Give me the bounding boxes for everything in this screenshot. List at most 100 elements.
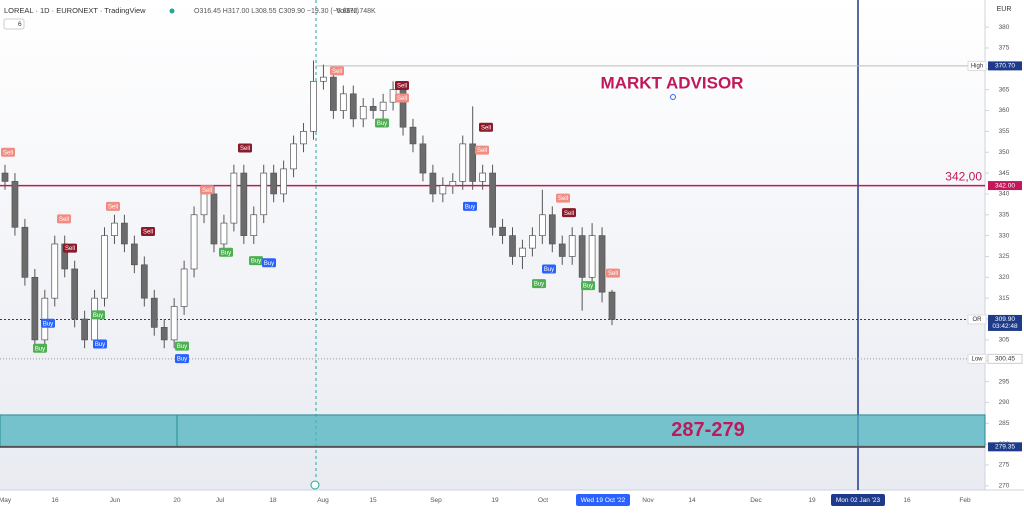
signal-badge	[1, 147, 15, 157]
candle-body	[160, 327, 168, 341]
candle-body	[578, 235, 586, 278]
signal-badge	[41, 318, 55, 328]
ohlc: O316.45 H317.00 L308.55 C309.90 −19.30 (…	[194, 8, 359, 15]
event-marker[interactable]	[310, 480, 320, 490]
candle-body	[101, 235, 108, 299]
price-label: 300.45	[995, 356, 1015, 363]
candle-body	[280, 168, 287, 195]
candle-body	[568, 235, 576, 257]
signal-badge	[479, 122, 493, 132]
signal-label: Buy	[583, 284, 593, 290]
candle-body	[538, 214, 546, 236]
signal-badge	[175, 354, 189, 364]
candle-body	[489, 172, 496, 228]
signal-label: Buy	[251, 259, 261, 265]
price-tag-box	[967, 314, 987, 325]
price-tag: High	[971, 63, 983, 69]
signal-label: Sell	[143, 230, 153, 236]
signal-badge	[219, 247, 233, 257]
candle-body	[558, 243, 566, 257]
x-tick-label: May	[0, 497, 12, 504]
candle-body	[140, 264, 148, 299]
price-label-box	[987, 353, 1023, 364]
signal-badge	[33, 343, 47, 353]
candle-body	[170, 306, 178, 341]
signal-label: Sell	[558, 196, 568, 202]
y-tick-label: 380	[999, 24, 1010, 31]
signal-label: Sell	[481, 125, 491, 131]
candle-body	[499, 226, 506, 236]
zone-label: 287-279	[671, 419, 744, 441]
x-tick-label: 14	[688, 497, 696, 504]
price-label-box	[988, 314, 1022, 331]
price-label-box	[988, 442, 1022, 452]
candle-body	[300, 131, 307, 145]
signal-label: Buy	[177, 357, 187, 363]
x-tick-label: Jul	[216, 497, 225, 504]
signal-label: Buy	[544, 267, 554, 273]
signal-badge	[581, 281, 595, 291]
signal-badge	[57, 214, 71, 224]
symbol: LOREAL · 1D · EURONEXT · TradingView	[4, 6, 146, 15]
candle-body	[330, 76, 337, 111]
candle-body	[220, 222, 228, 245]
signal-label: Buy	[95, 342, 105, 348]
signal-label: Buy	[264, 261, 274, 267]
x-tick-highlight	[831, 494, 885, 506]
signal-badge	[395, 93, 409, 103]
x-tick-label: Wed 19 Oct '22	[581, 497, 626, 504]
candle-body	[131, 243, 138, 266]
price-tag: Low	[971, 356, 983, 362]
y-tick-label: 270	[999, 483, 1010, 490]
candle-body	[190, 214, 198, 270]
candle-body	[180, 268, 188, 307]
x-tick-highlight	[576, 494, 630, 506]
candle-body	[459, 143, 467, 182]
candle-body	[81, 318, 88, 341]
badge[interactable]: 6	[18, 21, 22, 28]
anchor	[670, 94, 676, 100]
y-tick-label: 290	[999, 399, 1010, 406]
candle-body	[121, 222, 128, 245]
x-tick-label: Aug	[317, 497, 329, 504]
candle-body	[111, 222, 118, 236]
watermark: MARKT ADVISOR	[601, 73, 744, 92]
signal-badge	[141, 226, 155, 236]
signal-badge	[262, 258, 276, 268]
candle-body	[31, 276, 39, 341]
x-tick-label: Nov	[642, 497, 654, 504]
x-tick-label: 19	[491, 497, 499, 504]
candle-body	[200, 193, 208, 216]
signal-badge	[606, 268, 620, 278]
signal-label: Sell	[564, 211, 574, 217]
candle-body	[71, 268, 79, 320]
candle-body	[608, 291, 616, 320]
candle-body	[11, 181, 19, 228]
currency[interactable]: EUR	[997, 6, 1012, 13]
y-tick-label: 350	[999, 149, 1010, 156]
signal-label: Sell	[397, 84, 407, 90]
y-tick-label: 335	[999, 211, 1010, 218]
y-tick-label: 360	[999, 107, 1010, 114]
candle-body	[310, 80, 317, 132]
x-tick-label: 19	[808, 497, 816, 504]
signal-badge	[562, 208, 576, 218]
y-tick-label: 275	[999, 462, 1010, 469]
badge-box[interactable]	[3, 18, 25, 30]
y-tick-label: 355	[999, 128, 1010, 135]
signal-label: Sell	[477, 148, 487, 154]
candle-body	[588, 235, 596, 278]
candle-body	[529, 235, 536, 249]
signal-label: Sell	[59, 217, 69, 223]
candle-body	[469, 143, 477, 182]
x-tick-label: Oct	[538, 497, 548, 504]
candle-body	[439, 185, 447, 195]
price-label-box	[988, 61, 1022, 71]
price-tag-box	[967, 353, 987, 364]
signal-label: Buy	[35, 346, 45, 352]
signal-label: Buy	[221, 250, 231, 256]
candle-body	[339, 93, 347, 111]
volume: Vol372.748K	[336, 8, 376, 15]
price-label: 370.70	[995, 63, 1015, 70]
